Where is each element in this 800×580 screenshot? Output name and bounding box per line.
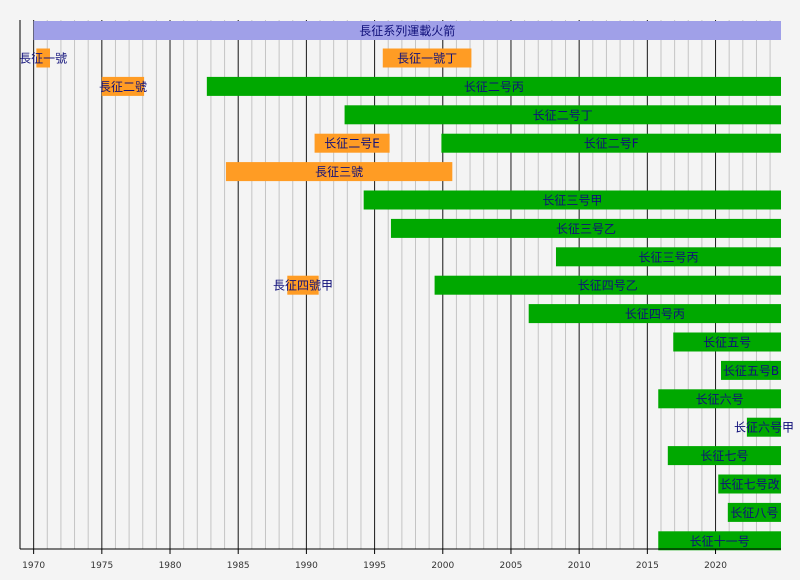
bar-active	[720, 360, 781, 380]
bar-active	[658, 531, 781, 551]
bar-label: 长征七号	[700, 449, 748, 463]
x-tick-label: 2020	[704, 561, 727, 571]
x-tick-label: 1995	[363, 561, 386, 571]
bar-active	[434, 275, 781, 295]
title-bar	[33, 21, 781, 40]
bar-label: 长征三号甲	[542, 194, 602, 208]
bar-label: 长征三号丙	[638, 250, 698, 264]
bar-label: 長征三號	[315, 165, 363, 179]
bar-active	[673, 332, 781, 352]
bar-active	[344, 105, 781, 125]
bar-label: 长征二号丙	[464, 80, 524, 94]
bar-label: 长征四号乙	[578, 279, 638, 293]
x-tick-label: 2000	[431, 561, 454, 571]
bar-retired	[382, 48, 472, 68]
bar-active	[746, 417, 781, 437]
bar-label: 長征一號丁	[397, 52, 457, 66]
bar-active	[206, 76, 781, 96]
bar-label: 長征一號	[19, 52, 67, 66]
bar-active	[658, 389, 781, 409]
x-tick-label: 1990	[295, 561, 318, 571]
x-tick-label: 1970	[22, 561, 45, 571]
bar-label: 長征二號	[99, 80, 147, 94]
bar-active	[390, 218, 781, 238]
bar-active	[555, 247, 781, 267]
bar-active	[441, 133, 781, 153]
bar-label: 长征二号丁	[533, 108, 593, 122]
x-tick-label: 2010	[568, 561, 591, 571]
bar-label: 长征五号	[703, 336, 751, 350]
x-tick-label: 2015	[636, 561, 659, 571]
bar-label: 長征四號甲	[273, 279, 333, 293]
bar-label: 长征七号改	[720, 478, 780, 492]
bar-label: 长征二号E	[324, 137, 380, 151]
bar-label: 长征十一号	[690, 534, 750, 548]
bar-label: 长征二号F	[584, 137, 639, 151]
bar-retired	[314, 133, 390, 153]
bar-label: 长征三号乙	[556, 222, 616, 236]
bar-label: 长征五号B	[723, 364, 779, 378]
bar-label: 长征四号丙	[625, 307, 685, 321]
x-tick-label: 2005	[500, 561, 523, 571]
bar-active	[363, 190, 781, 210]
bar-label: 长征六号	[696, 392, 744, 406]
bar-retired	[287, 275, 319, 295]
bar-active	[667, 446, 781, 466]
x-tick-label: 1980	[159, 561, 182, 571]
bar-active	[727, 502, 781, 522]
bar-retired	[225, 162, 453, 182]
x-tick-label: 1985	[227, 561, 250, 571]
bar-active	[528, 304, 781, 324]
chart-title: 長征系列運載火箭	[359, 23, 455, 38]
bar-label: 长征八号	[730, 506, 778, 520]
x-tick-label: 1975	[90, 561, 113, 571]
bar-retired	[36, 48, 51, 68]
bar-active	[718, 474, 781, 494]
bar-retired	[101, 76, 145, 96]
bar-label: 长征六号甲	[734, 421, 794, 435]
